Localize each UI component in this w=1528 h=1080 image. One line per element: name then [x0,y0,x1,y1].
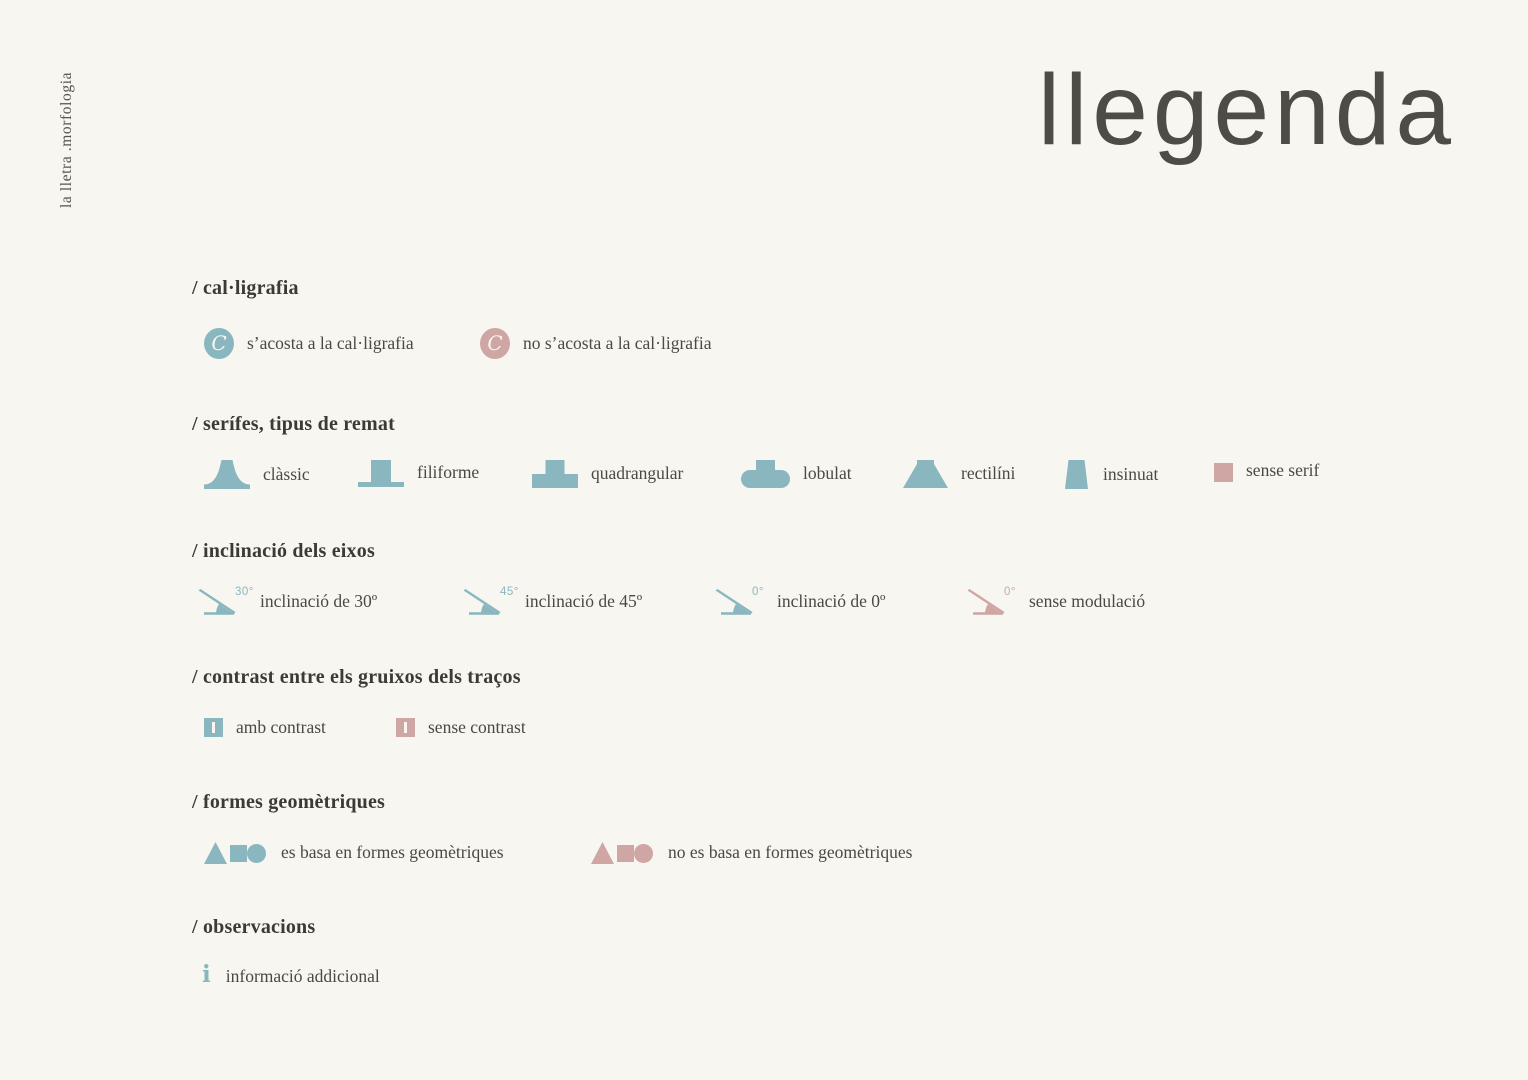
section-heading-contrast: / contrast entre els gruixos dels traços [192,665,521,688]
legend-item-incl-0: 0° inclinació de 0º [714,586,885,616]
serif-hinted-icon [1063,460,1090,489]
legend-item-label: lobulat [803,463,852,483]
legend-item-label: amb contrast [236,717,326,737]
script-c-glyph: C [211,330,227,355]
legend-item-label: no es basa en formes geomètriques [668,841,913,862]
legend-item-label: rectilíni [961,463,1016,483]
serif-rectilinear-icon [903,460,948,488]
angle-degree-label: 45° [500,586,519,598]
angle-30-icon: 30° [197,586,254,616]
legend-item-calligraphy-yes: C s’acosta a la cal·ligrafia [204,328,414,359]
legend-item-calligraphy-no: C no s’acosta a la cal·ligrafia [480,328,712,359]
script-c-glyph: C [487,330,503,355]
legend-item-label: quadrangular [591,463,684,483]
legend-item-serif-rectilinear: rectilíni [903,460,1015,488]
contrast-stroke-icon [204,718,223,737]
legend-item-label: clàssic [263,464,310,484]
info-icon: i [202,961,211,988]
legend-item-serif-filiform: filiforme [358,460,479,487]
legend-item-geometric-no: no es basa en formes geomètriques [591,840,912,864]
calligraphy-c-icon: C [204,328,234,359]
angle-no-modulation-icon: 0° [966,586,1020,616]
calligraphy-c-icon: C [480,328,510,359]
geometric-shapes-icon [591,840,653,864]
legend-item-label: inclinació de 0º [777,591,886,611]
serif-quadrangular-icon [532,460,578,488]
section-heading-serifs: / serífes, tipus de remat [192,412,395,435]
serif-filiform-icon [358,460,404,487]
sidebar-vertical-label: la lletra .morfologia [58,71,75,208]
angle-degree-label: 0° [752,586,764,598]
angle-degree-label: 30° [235,586,254,598]
legend-item-label: informació addicional [225,966,380,986]
section-heading-inclination: / inclinació dels eixos [192,539,375,562]
legend-item-serif-lobed: lobulat [741,460,852,488]
legend-item-serif-quadrangular: quadrangular [532,460,683,488]
legend-item-label: filiforme [417,462,480,482]
legend-item-label: inclinació de 30º [260,591,378,611]
legend-item-label: insinuat [1103,464,1159,484]
serif-lobed-icon [741,460,790,488]
legend-item-incl-45: 45° inclinació de 45º [462,586,642,616]
legend-item-label: sense modulació [1029,591,1146,611]
sans-serif-square-icon [1214,463,1233,482]
legend-item-additional-info: i informació addicional [202,961,380,988]
section-heading-observations: / observacions [192,915,316,938]
angle-0-icon: 0° [714,586,768,616]
legend-item-label: sense contrast [428,717,526,737]
legend-item-without-contrast: sense contrast [396,717,526,738]
legend-item-serif-classic: clàssic [204,460,310,489]
page-title: llegenda [1037,54,1456,166]
legend-item-label: sense serif [1246,460,1320,480]
legend-item-label: es basa en formes geomètriques [281,841,504,862]
serif-classic-icon [204,460,250,489]
legend-item-geometric-yes: es basa en formes geomètriques [204,840,504,864]
legend-item-label: inclinació de 45º [525,591,643,611]
legend-item-sans-serif: sense serif [1214,460,1319,485]
section-heading-shapes: / formes geomètriques [192,790,386,813]
legend-item-serif-hinted: insinuat [1063,460,1158,489]
legend-item-with-contrast: amb contrast [204,717,326,738]
legend-item-incl-30: 30° inclinació de 30º [197,586,377,616]
angle-45-icon: 45° [462,586,519,616]
geometric-shapes-icon [204,840,266,864]
angle-degree-label: 0° [1004,586,1016,598]
legend-item-no-modulation: 0° sense modulació [966,586,1145,616]
section-heading-calligraphy: / cal·ligrafia [192,276,299,299]
legend-item-label: no s’acosta a la cal·ligrafia [523,333,712,353]
contrast-stroke-icon [396,718,415,737]
legend-item-label: s’acosta a la cal·ligrafia [247,333,414,353]
